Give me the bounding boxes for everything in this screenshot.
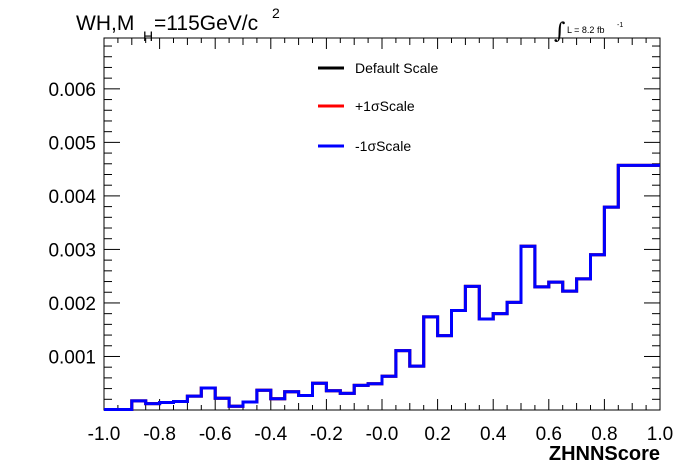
series-line-2 (104, 163, 660, 411)
x-tick-label: -0.6 (199, 424, 232, 445)
chart-title-main: WH,M (76, 12, 134, 35)
y-tick-label: 0.004 (48, 187, 96, 208)
x-tick-label: 0.2 (424, 424, 450, 445)
lumi-integral-sign: ∫ (554, 19, 566, 44)
y-tick-label: 0.001 (48, 347, 96, 368)
legend-label-0: Default Scale (355, 60, 438, 76)
x-tick-label: -0.4 (254, 424, 287, 445)
chart-title-superscript: 2 (272, 5, 280, 21)
x-tick-label: -1.0 (88, 424, 121, 445)
axis-ticks: -1.0 -0.8 -0.6 -0.4 -0.2 -0.0 0.2 0.4 0.6 0.8 1.0 0… (48, 38, 673, 445)
y-tick-label: 0.006 (48, 80, 96, 101)
x-tick-label: 0.4 (480, 424, 507, 445)
y-tick-label: 0.003 (48, 240, 96, 261)
x-axis-label: ZHNNScore (549, 443, 660, 465)
lumi-label: L = 8.2 fb (567, 25, 604, 35)
x-tick-label: -0.0 (366, 424, 399, 445)
histogram-series (104, 163, 660, 411)
lumi-superscript: -1 (617, 22, 623, 29)
x-tick-label: 0.8 (591, 424, 617, 445)
y-tick-label: 0.002 (48, 294, 96, 315)
x-tick-label: -0.2 (310, 424, 343, 445)
plot-frame (103, 37, 661, 411)
x-tick-label: 0.6 (536, 424, 562, 445)
legend-label-2: -1σScale (355, 138, 411, 154)
chart-title-rest: =115GeV/c (154, 12, 258, 35)
x-tick-label: 1.0 (647, 424, 673, 445)
y-tick-label: 0.005 (48, 133, 96, 154)
x-tick-label: -0.8 (143, 424, 176, 445)
chart-title-subscript: H (143, 28, 153, 44)
legend: Default Scale +1σScale -1σScale (318, 60, 438, 154)
legend-label-1: +1σScale (355, 98, 415, 114)
